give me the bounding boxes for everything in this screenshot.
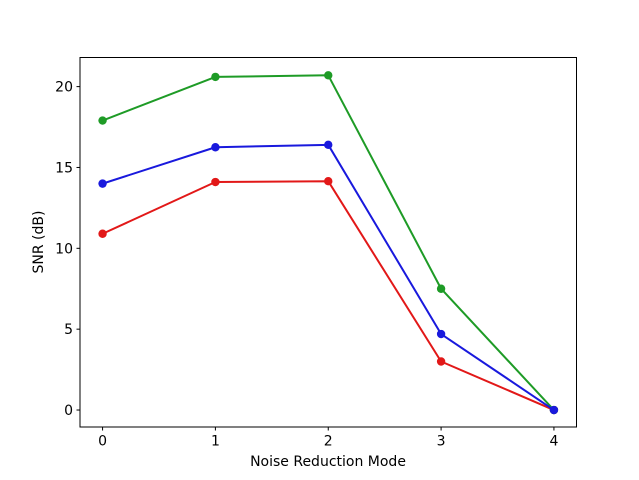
- data-point-green: [98, 116, 107, 125]
- data-point-blue: [324, 140, 333, 150]
- x-axis-label: Noise Reduction Mode: [250, 454, 406, 470]
- series-line-green: [101, 74, 555, 412]
- data-point-blue: [549, 405, 559, 415]
- y-tick-label: 20: [55, 80, 73, 96]
- y-tick-label: 0: [64, 403, 73, 419]
- data-point-blue: [211, 143, 220, 152]
- data-point-green: [324, 71, 333, 80]
- x-tick-label: 2: [324, 434, 333, 450]
- y-tick-label: 10: [55, 241, 73, 257]
- data-point-red: [211, 177, 220, 187]
- data-point-green: [436, 284, 446, 293]
- x-tick-label: 4: [549, 434, 558, 450]
- data-point-blue: [98, 179, 107, 188]
- y-tick-label: 15: [55, 160, 73, 176]
- x-tick-label: 3: [437, 434, 446, 450]
- data-point-red: [436, 357, 446, 366]
- y-axis-label: SNR (dB): [31, 210, 47, 274]
- data-point-green: [211, 72, 220, 82]
- data-point-blue: [436, 329, 446, 339]
- data-point-red: [324, 177, 333, 186]
- y-tick-label: 5: [64, 322, 73, 338]
- x-tick-label: 1: [211, 434, 220, 450]
- plot-border: [79, 57, 577, 428]
- data-point-red: [98, 229, 107, 238]
- x-tick-label: 0: [98, 434, 107, 450]
- series-line-red: [101, 180, 555, 412]
